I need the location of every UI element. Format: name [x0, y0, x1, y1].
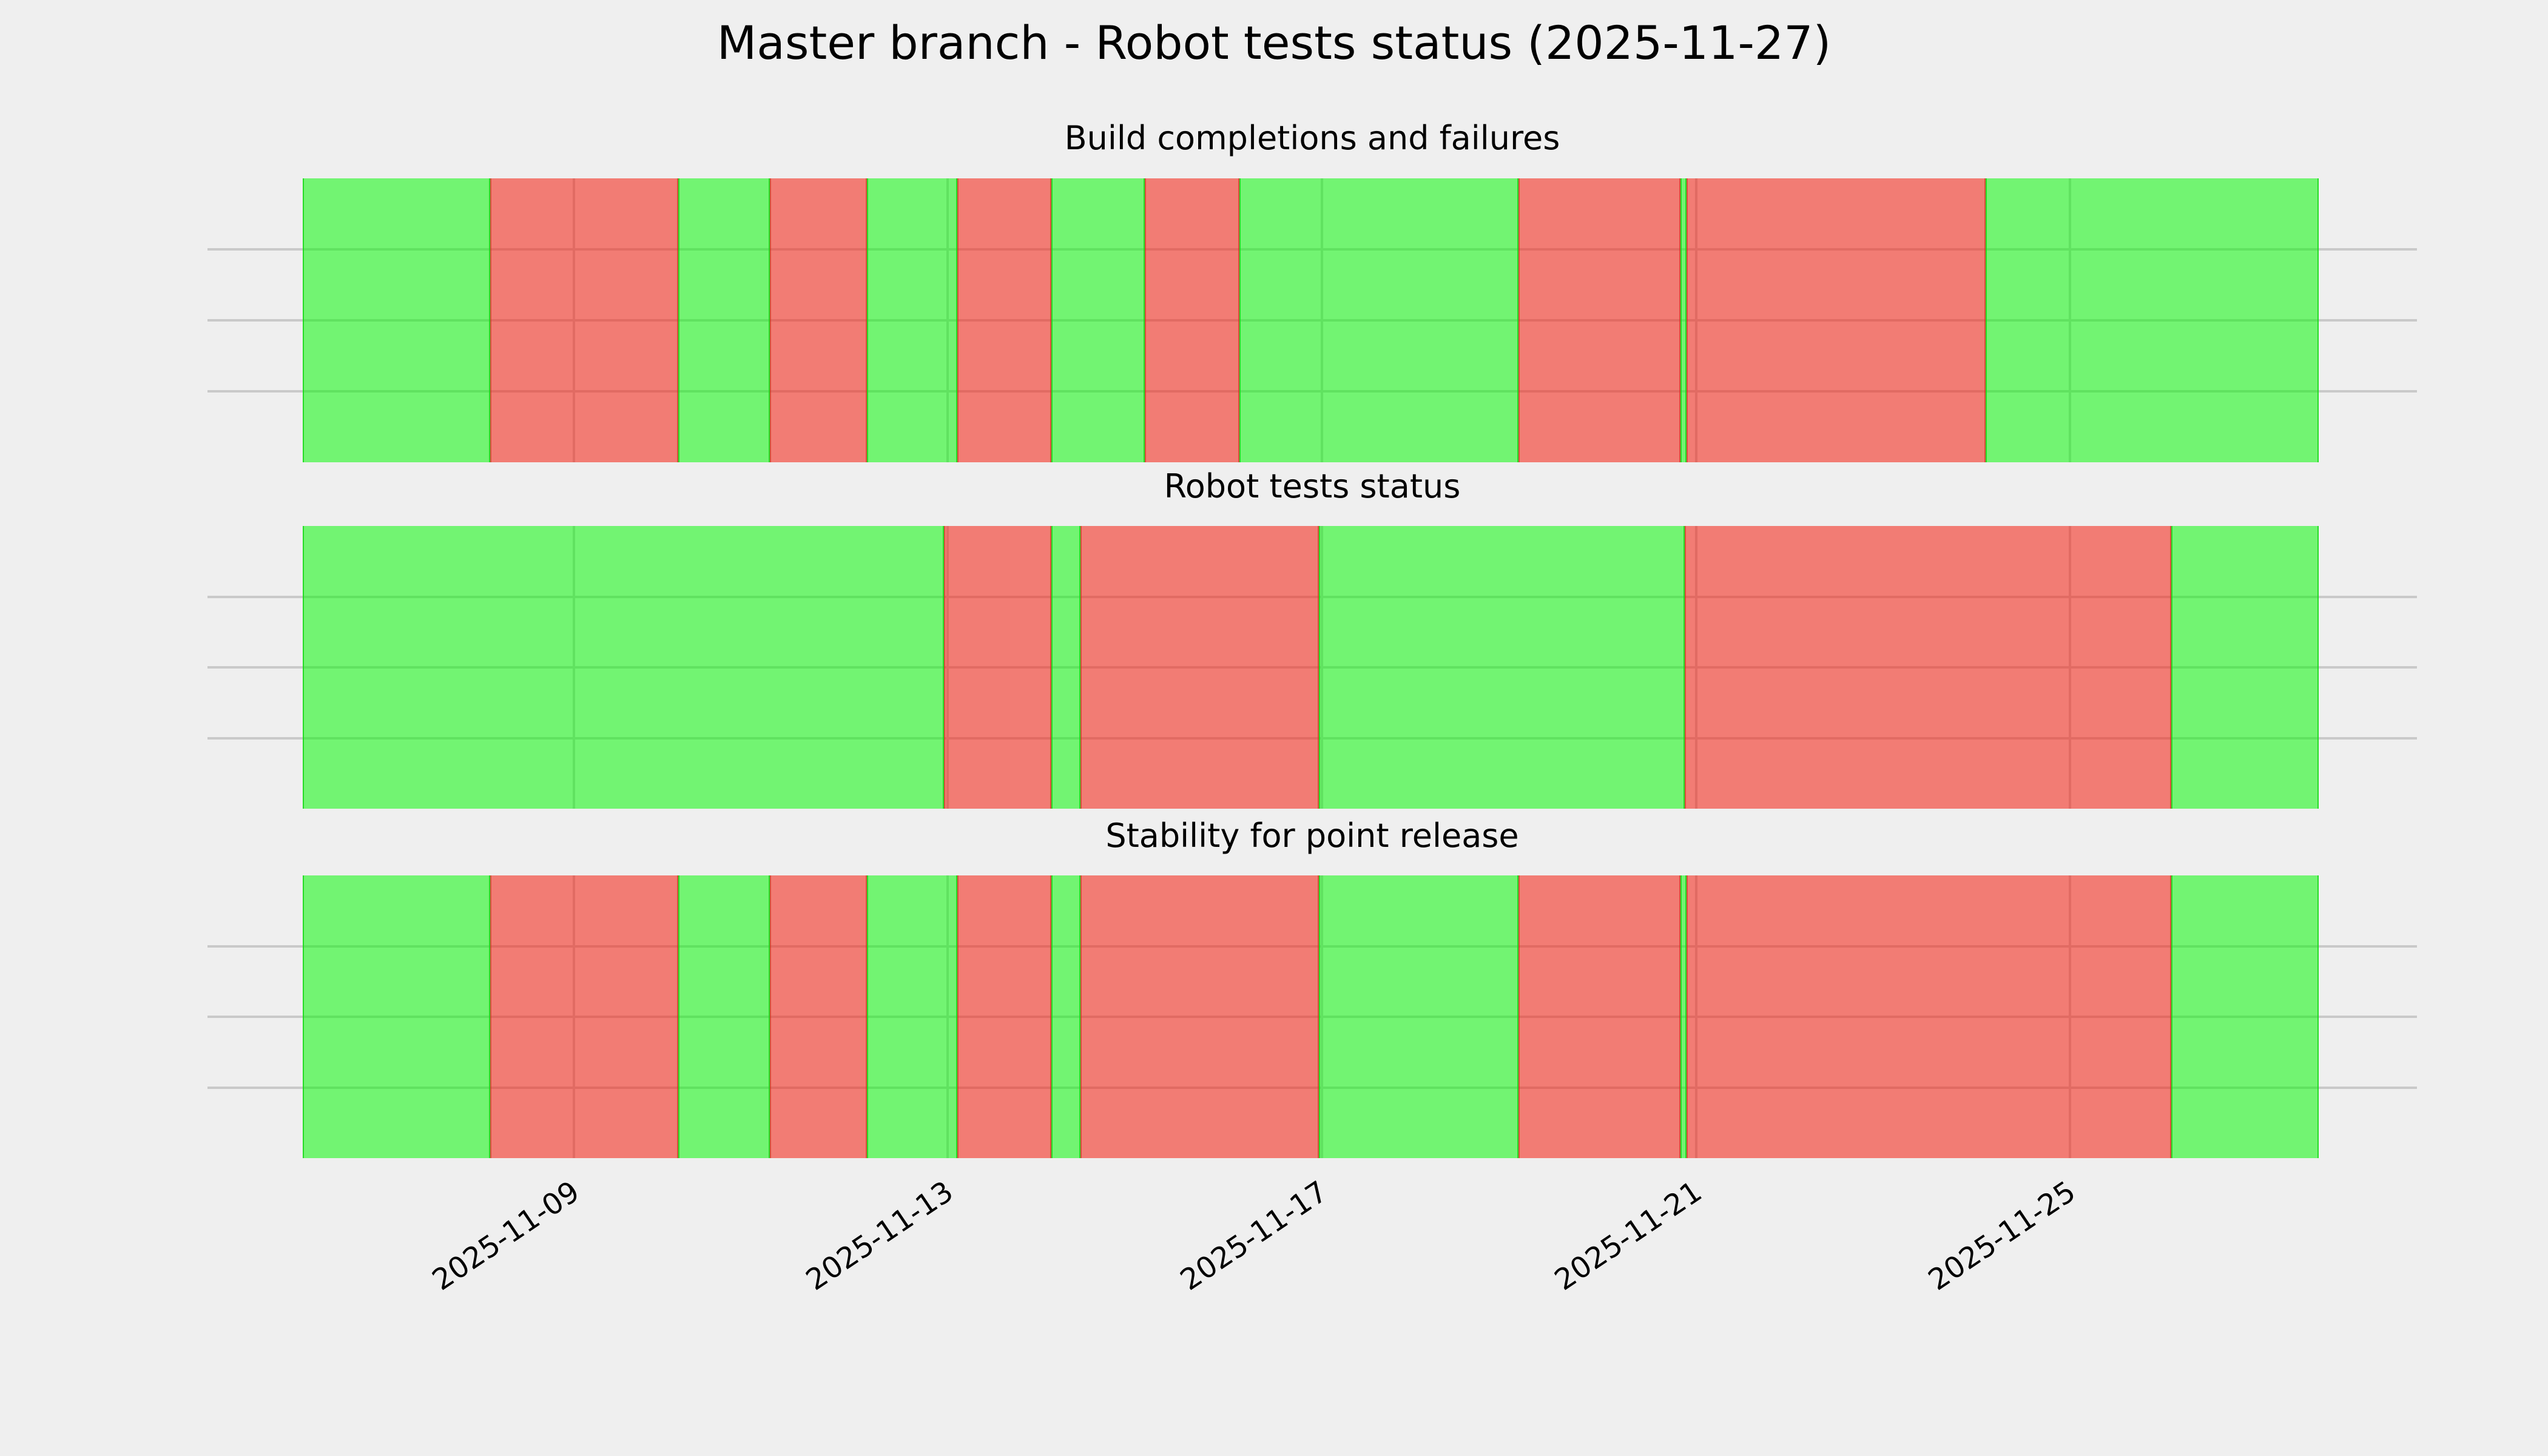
segment-fail — [1684, 526, 2172, 809]
segment-pass — [303, 178, 490, 462]
segment-fail — [957, 178, 1051, 462]
x-tick-label: 2025-11-13 — [800, 1175, 960, 1298]
subplot-title-stability: Stability for point release — [1105, 817, 1519, 855]
segment-fail — [1687, 875, 2172, 1158]
segment-pass — [303, 875, 490, 1158]
segment-pass — [2171, 526, 2319, 809]
segment-fail — [1518, 875, 1680, 1158]
x-tick-label: 2025-11-25 — [1923, 1175, 2082, 1298]
segment-pass — [678, 178, 770, 462]
plot-area-robot-tests — [207, 526, 2417, 809]
plot-area-build-completions — [207, 178, 2417, 462]
segment-pass — [1318, 526, 1685, 809]
segment-pass — [2171, 875, 2319, 1158]
segment-pass — [1986, 178, 2319, 462]
segment-pass — [303, 526, 944, 809]
segment-pass — [866, 178, 958, 462]
segment-pass — [1239, 178, 1519, 462]
segment-fail — [490, 178, 678, 462]
segment-pass — [1051, 875, 1080, 1158]
segment-fail — [1080, 526, 1319, 809]
x-tick-label: 2025-11-21 — [1548, 1175, 1708, 1298]
segment-fail — [769, 875, 867, 1158]
segment-fail — [1144, 178, 1239, 462]
segment-fail — [1518, 178, 1680, 462]
segment-pass — [1051, 526, 1080, 809]
subplot-title-robot-tests: Robot tests status — [1164, 467, 1461, 505]
segment-pass — [1051, 178, 1145, 462]
segment-pass — [866, 875, 958, 1158]
segment-pass — [678, 875, 770, 1158]
segment-pass — [1680, 875, 1687, 1158]
segment-fail — [957, 875, 1051, 1158]
segment-pass — [1318, 875, 1519, 1158]
segment-fail — [1080, 875, 1319, 1158]
subplot-title-build-completions: Build completions and failures — [1064, 119, 1560, 157]
x-tick-label: 2025-11-09 — [426, 1175, 586, 1298]
plot-area-stability — [207, 875, 2417, 1158]
x-tick-label: 2025-11-17 — [1174, 1175, 1334, 1298]
segment-fail — [490, 875, 678, 1158]
figure-title: Master branch - Robot tests status (2025… — [716, 16, 1832, 70]
segment-fail — [1687, 178, 1986, 462]
segment-fail — [943, 526, 1051, 809]
segment-pass — [1680, 178, 1687, 462]
segment-fail — [769, 178, 867, 462]
